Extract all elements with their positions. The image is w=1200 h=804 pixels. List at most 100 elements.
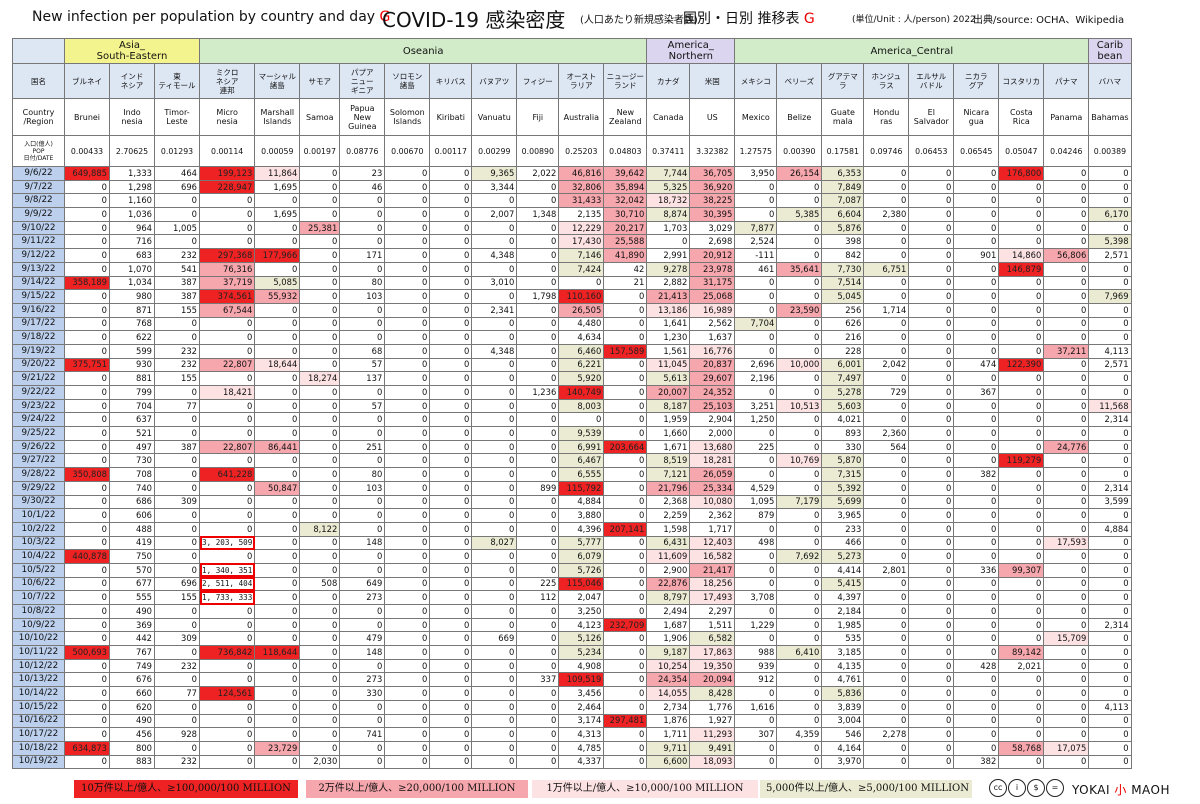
country-en-name: Guate mala xyxy=(821,98,865,136)
country-jp-name: ソロモン 諸島 xyxy=(384,63,431,99)
data-cell: 232 xyxy=(154,248,200,263)
data-cell: 3,880 xyxy=(558,508,605,523)
data-cell: 1,776 xyxy=(689,699,736,715)
country-jp-name: オースト ラリア xyxy=(558,63,605,99)
country-jp-name: 米国 xyxy=(689,63,736,99)
date-cell: 10/5/22 xyxy=(12,562,65,578)
data-cell: 0 xyxy=(384,426,431,441)
data-cell: 0 xyxy=(1088,590,1132,605)
data-cell: 8,027 xyxy=(471,535,518,551)
data-cell: 0 xyxy=(384,248,431,263)
data-cell: 0 xyxy=(1043,604,1090,619)
data-cell: 0 xyxy=(64,494,110,510)
population-value: 0.00117 xyxy=(429,135,473,167)
data-cell: 14,860 xyxy=(998,248,1045,263)
data-cell: 0 xyxy=(516,494,560,510)
data-cell: 677 xyxy=(109,576,155,592)
data-cell: 930 xyxy=(109,357,155,373)
data-cell: 0 xyxy=(429,412,473,428)
data-cell: 2,000 xyxy=(689,426,736,441)
data-cell: 0 xyxy=(154,467,200,482)
data-cell: 0 xyxy=(953,494,1000,510)
data-cell: 0 xyxy=(863,535,910,551)
data-cell: 0 xyxy=(154,508,200,523)
country-region-label: Country/Region xyxy=(12,98,65,136)
data-cell: 0 xyxy=(734,549,778,564)
data-cell: 0 xyxy=(198,727,256,742)
data-cell: 0 xyxy=(429,658,473,674)
data-cell: 0 xyxy=(471,330,518,345)
data-cell: 17,075 xyxy=(1043,740,1090,756)
data-cell: 0 xyxy=(734,207,778,222)
data-cell: 0 xyxy=(1043,207,1090,222)
data-cell: 0 xyxy=(429,207,473,222)
data-cell: 0 xyxy=(384,590,431,605)
data-cell: 20,837 xyxy=(689,357,736,373)
data-cell: 0 xyxy=(384,467,431,482)
data-cell: 541 xyxy=(154,261,200,277)
data-cell: 0 xyxy=(953,699,1000,715)
data-cell: 374,561 xyxy=(198,289,256,304)
date-cell: 9/22/22 xyxy=(12,385,65,400)
data-cell: 0 xyxy=(429,740,473,756)
country-jp-name: エルサル バドル xyxy=(908,63,955,99)
data-cell: 0 xyxy=(734,754,778,770)
table-row: 10/5/22 0 570 0 1, 340, 351 0 0 0 0 0 0 0 5,726 0 2,90… xyxy=(12,562,1132,578)
data-cell: 0 xyxy=(953,576,1000,592)
data-cell: 0 xyxy=(1043,754,1090,770)
data-cell: 0 xyxy=(154,740,200,756)
date-cell: 10/7/22 xyxy=(12,590,65,605)
data-cell: 0 xyxy=(998,234,1045,250)
data-cell: 0 xyxy=(64,439,110,455)
data-cell: 0 xyxy=(254,398,301,414)
nd-icon: = xyxy=(1046,779,1064,797)
date-cell: 9/11/22 xyxy=(12,234,65,250)
data-cell: 0 xyxy=(1088,754,1132,770)
data-cell: 0 xyxy=(776,686,823,701)
data-cell: 36,705 xyxy=(689,166,736,181)
data-cell: 0 xyxy=(776,562,823,578)
data-cell: 4,135 xyxy=(821,658,865,674)
data-cell: 0 xyxy=(254,316,301,332)
data-cell: 0 xyxy=(64,631,110,647)
data-cell: 0 xyxy=(734,343,778,359)
data-cell: 0 xyxy=(384,193,431,209)
data-cell: 0 xyxy=(776,248,823,263)
data-cell: 387 xyxy=(154,275,200,291)
data-cell: 0 xyxy=(558,275,605,291)
data-cell: 0 xyxy=(516,535,560,551)
data-cell: 0 xyxy=(471,508,518,523)
data-cell: 2,360 xyxy=(863,426,910,441)
data-cell: 0 xyxy=(384,385,431,400)
table-row: 9/14/22 358,189 1,034 387 37,719 5,085 0 80 0 0 3,… xyxy=(12,275,1132,291)
data-cell: 622 xyxy=(109,330,155,345)
data-cell: 0 xyxy=(254,754,301,770)
data-cell: 0 xyxy=(299,343,341,359)
data-cell: 799 xyxy=(109,385,155,400)
data-cell: 0 xyxy=(516,439,560,455)
data-cell: 0 xyxy=(339,412,386,428)
data-cell: 0 xyxy=(384,357,431,373)
data-cell: 1,598 xyxy=(646,521,691,537)
data-cell: 86,441 xyxy=(254,439,301,455)
data-cell: 0 xyxy=(254,576,301,592)
data-cell: 0 xyxy=(471,289,518,304)
data-cell: 6,431 xyxy=(646,535,691,551)
population-value: 3.32382 xyxy=(689,135,736,167)
data-cell: 0 xyxy=(776,617,823,633)
data-cell: 0 xyxy=(516,686,560,701)
data-cell: 0 xyxy=(908,590,955,605)
data-cell: 16,776 xyxy=(689,343,736,359)
data-cell: 696 xyxy=(154,576,200,592)
data-cell: 0 xyxy=(863,166,910,181)
data-cell: 0 xyxy=(516,343,560,359)
data-cell: 0 xyxy=(863,604,910,619)
data-cell: 199,123 xyxy=(198,166,256,181)
data-cell: 0 xyxy=(154,562,200,578)
data-cell: 0 xyxy=(908,740,955,756)
data-cell: 637 xyxy=(109,412,155,428)
data-cell: 1, 733, 333 xyxy=(198,590,256,605)
table-row: 10/14/22 0 660 77 124,561 0 0 330 0 0 0 0 3,456 0 14,0… xyxy=(12,686,1132,701)
data-cell: 0 xyxy=(998,508,1045,523)
data-cell: 1,959 xyxy=(646,412,691,428)
